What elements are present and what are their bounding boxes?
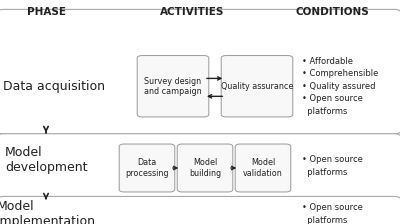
FancyBboxPatch shape — [137, 56, 209, 117]
Text: Model
validation: Model validation — [243, 158, 283, 178]
Text: Model
implementation: Model implementation — [0, 200, 96, 224]
FancyBboxPatch shape — [0, 134, 400, 202]
Text: CONDITIONS: CONDITIONS — [295, 7, 369, 17]
Text: Model
development: Model development — [5, 146, 87, 174]
FancyBboxPatch shape — [235, 144, 291, 192]
FancyBboxPatch shape — [0, 9, 400, 134]
Text: Model
building: Model building — [189, 158, 221, 178]
Text: Data acquisition: Data acquisition — [3, 80, 105, 93]
FancyBboxPatch shape — [0, 196, 400, 224]
Text: ACTIVITIES: ACTIVITIES — [160, 7, 224, 17]
Text: • Open source
  platforms: • Open source platforms — [302, 203, 363, 224]
Text: • Open source
  platforms: • Open source platforms — [302, 155, 363, 177]
FancyBboxPatch shape — [177, 144, 233, 192]
Text: • Affordable
• Comprehensible
• Quality assured
• Open source
  platforms: • Affordable • Comprehensible • Quality … — [302, 57, 378, 116]
FancyBboxPatch shape — [221, 56, 293, 117]
FancyBboxPatch shape — [119, 144, 175, 192]
Text: PHASE: PHASE — [26, 7, 66, 17]
Text: Data
processing: Data processing — [125, 158, 169, 178]
Text: Survey design
and campaign: Survey design and campaign — [144, 77, 202, 96]
Text: Quality assurance: Quality assurance — [221, 82, 293, 91]
